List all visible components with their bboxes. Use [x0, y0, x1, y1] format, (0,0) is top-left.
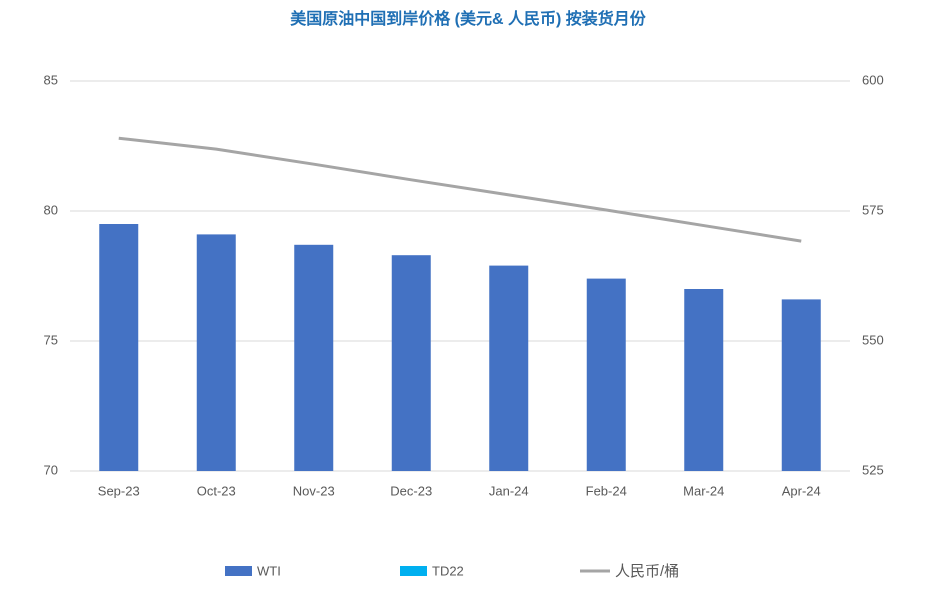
- y2-tick-label: 550: [862, 332, 884, 347]
- chart-title: 美国原油中国到岸价格 (美元& 人民币) 按装货月份: [290, 9, 647, 28]
- x-tick-label: Mar-24: [683, 483, 724, 498]
- legend-swatch: [400, 566, 427, 576]
- x-tick-label: Sep-23: [98, 483, 140, 498]
- legend-swatch: [225, 566, 252, 576]
- y-tick-label: 80: [44, 202, 58, 217]
- x-tick-label: Nov-23: [293, 483, 335, 498]
- bar: [294, 244, 334, 471]
- bar: [586, 278, 626, 471]
- y-tick-label: 75: [44, 332, 58, 347]
- y2-tick-label: 575: [862, 202, 884, 217]
- bar: [99, 224, 139, 471]
- bar: [781, 299, 821, 471]
- line: [118, 136, 802, 243]
- x-tick-label: Feb-24: [586, 483, 627, 498]
- bar: [196, 234, 236, 471]
- bar: [391, 255, 431, 471]
- legend-label: 人民币/桶: [615, 563, 679, 580]
- y-tick-label: 85: [44, 72, 58, 87]
- y2-tick-label: 525: [862, 462, 884, 477]
- x-tick-label: Apr-24: [782, 483, 821, 498]
- legend-label: TD22: [432, 563, 464, 578]
- bar: [489, 265, 529, 471]
- bar: [684, 289, 724, 471]
- x-tick-label: Oct-23: [197, 483, 236, 498]
- legend-label: WTI: [257, 563, 281, 578]
- x-tick-label: Jan-24: [489, 483, 529, 498]
- y2-tick-label: 600: [862, 72, 884, 87]
- x-tick-label: Dec-23: [390, 483, 432, 498]
- y-tick-label: 70: [44, 462, 58, 477]
